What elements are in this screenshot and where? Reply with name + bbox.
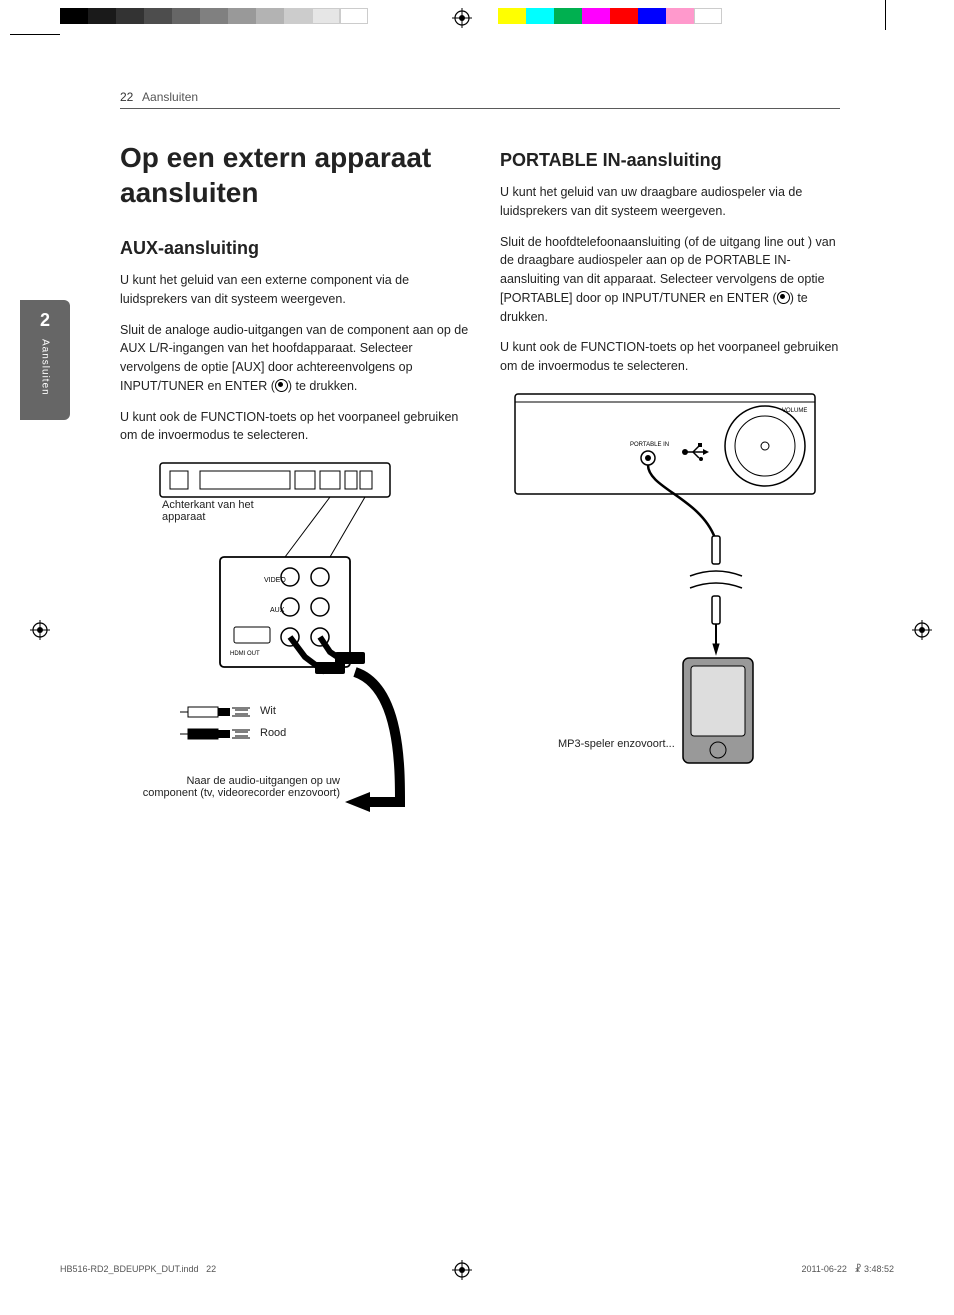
- footer-filename: HB516-RD2_BDEUPPK_DUT.indd 22: [60, 1264, 216, 1275]
- registration-mark-icon: [912, 620, 932, 640]
- registration-mark-icon: [30, 620, 50, 640]
- body-text: Sluit de analoge audio-uitgangen van de …: [120, 321, 470, 396]
- body-text: Sluit de hoofdtelefoonaansluiting (of de…: [500, 233, 850, 327]
- chapter-tab: 2 Aansluiten: [20, 300, 70, 420]
- diagram-label-output: Naar de audio-uitgangen op uw component …: [140, 775, 340, 799]
- page-number: 22: [120, 90, 133, 104]
- section-title: Aansluiten: [142, 90, 198, 104]
- body-text: U kunt ook de FUNCTION-toets op het voor…: [120, 408, 470, 446]
- left-column: Op een extern apparaat aansluiten AUX-aa…: [120, 140, 470, 857]
- chapter-label: Aansluiten: [40, 339, 51, 396]
- aux-connection-diagram: VIDEO AUX HDMI OUT: [120, 457, 440, 857]
- aux-heading: AUX-aansluiting: [120, 238, 470, 259]
- svg-text:VIDEO: VIDEO: [264, 577, 286, 584]
- page-header: 22 Aansluiten: [120, 90, 840, 109]
- page-footer: HB516-RD2_BDEUPPK_DUT.indd 22 2011-06-22…: [60, 1264, 894, 1275]
- crop-mark: [10, 34, 60, 35]
- enter-icon: [275, 379, 288, 392]
- text-span: 2011-06-22: [802, 1264, 847, 1274]
- print-color-bar: [60, 8, 890, 24]
- body-text: U kunt ook de FUNCTION-toets op het voor…: [500, 338, 850, 376]
- svg-text:AUX: AUX: [270, 607, 285, 614]
- registration-mark-icon: [452, 8, 472, 28]
- main-heading: Op een extern apparaat aansluiten: [120, 140, 470, 210]
- footer-timestamp: 2011-06-22 ☧ 3:48:52: [802, 1264, 894, 1275]
- text-span: ☧ 3:48:52: [854, 1264, 894, 1274]
- diagram-label-back: Achterkant van het apparaat: [162, 499, 282, 523]
- portable-in-diagram: VOLUME PORTABLE IN: [500, 388, 820, 788]
- body-text: U kunt het geluid van uw draagbare audio…: [500, 183, 850, 221]
- svg-text:VOLUME: VOLUME: [782, 408, 807, 414]
- text-span: 22: [206, 1264, 216, 1274]
- svg-text:PORTABLE IN: PORTABLE IN: [630, 442, 669, 448]
- right-column: PORTABLE IN-aansluiting U kunt het gelui…: [500, 140, 850, 857]
- diagram-label-red: Rood: [260, 727, 286, 739]
- body-text: U kunt het geluid van een externe compon…: [120, 271, 470, 309]
- svg-text:HDMI OUT: HDMI OUT: [230, 651, 260, 657]
- text-span: HB516-RD2_BDEUPPK_DUT.indd: [60, 1264, 199, 1274]
- crop-mark: [885, 0, 886, 30]
- diagram-label-white: Wit: [260, 705, 276, 717]
- enter-icon: [777, 291, 790, 304]
- chapter-number: 2: [40, 310, 50, 331]
- portable-heading: PORTABLE IN-aansluiting: [500, 150, 850, 171]
- diagram-label-mp3: MP3-speler enzovoort...: [558, 738, 675, 750]
- text-span: ) te drukken.: [288, 379, 357, 393]
